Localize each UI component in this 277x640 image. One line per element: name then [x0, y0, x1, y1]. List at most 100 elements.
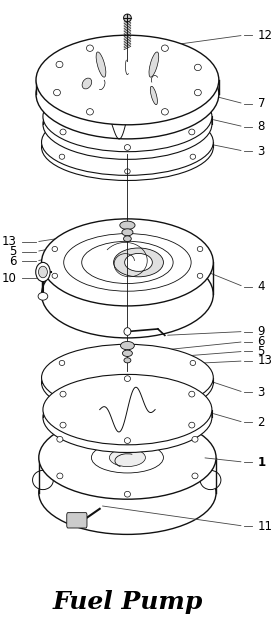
Ellipse shape	[57, 473, 63, 479]
Ellipse shape	[161, 109, 168, 115]
Ellipse shape	[56, 61, 63, 68]
Polygon shape	[39, 458, 216, 493]
Ellipse shape	[42, 109, 213, 175]
Text: 3: 3	[258, 386, 265, 399]
Ellipse shape	[86, 109, 93, 115]
Ellipse shape	[125, 169, 130, 174]
Text: 5: 5	[258, 345, 265, 358]
Ellipse shape	[190, 390, 196, 395]
Ellipse shape	[190, 125, 196, 130]
Ellipse shape	[124, 492, 130, 497]
Text: 13: 13	[258, 355, 273, 367]
Text: 4: 4	[258, 280, 265, 293]
Text: 12: 12	[258, 29, 273, 42]
Ellipse shape	[42, 251, 213, 338]
Polygon shape	[43, 410, 212, 417]
Text: 1: 1	[258, 456, 266, 468]
Ellipse shape	[59, 390, 65, 395]
Ellipse shape	[124, 236, 131, 241]
Ellipse shape	[114, 248, 163, 276]
Ellipse shape	[125, 346, 130, 351]
Ellipse shape	[91, 442, 163, 473]
Ellipse shape	[124, 438, 130, 444]
Ellipse shape	[190, 154, 196, 159]
Ellipse shape	[82, 241, 173, 284]
Ellipse shape	[43, 81, 212, 152]
Ellipse shape	[124, 376, 130, 381]
Ellipse shape	[39, 416, 216, 499]
Ellipse shape	[82, 78, 92, 89]
Ellipse shape	[33, 470, 53, 490]
Ellipse shape	[60, 422, 66, 428]
Text: 8: 8	[258, 120, 265, 133]
Text: 5: 5	[9, 245, 17, 258]
Ellipse shape	[125, 253, 152, 271]
Ellipse shape	[161, 45, 168, 51]
Text: 3: 3	[258, 145, 265, 157]
Ellipse shape	[43, 89, 212, 159]
FancyBboxPatch shape	[67, 513, 87, 528]
Ellipse shape	[39, 266, 47, 278]
Polygon shape	[42, 142, 213, 147]
Ellipse shape	[125, 110, 130, 115]
Polygon shape	[42, 262, 213, 294]
Ellipse shape	[124, 145, 130, 150]
Text: 9: 9	[258, 325, 265, 338]
Ellipse shape	[43, 374, 212, 445]
Ellipse shape	[189, 129, 195, 135]
Ellipse shape	[42, 344, 213, 411]
Ellipse shape	[124, 328, 131, 335]
Ellipse shape	[124, 83, 130, 88]
Ellipse shape	[120, 341, 134, 349]
Ellipse shape	[60, 129, 66, 135]
Ellipse shape	[194, 64, 201, 70]
Ellipse shape	[124, 358, 131, 363]
Ellipse shape	[124, 418, 130, 424]
Polygon shape	[43, 116, 212, 124]
Ellipse shape	[53, 90, 60, 96]
Ellipse shape	[36, 35, 219, 125]
Ellipse shape	[60, 391, 66, 397]
Text: 6: 6	[9, 255, 17, 268]
Ellipse shape	[36, 262, 50, 282]
Ellipse shape	[197, 246, 203, 252]
Ellipse shape	[42, 349, 213, 416]
Ellipse shape	[52, 246, 58, 252]
Ellipse shape	[197, 273, 203, 278]
Ellipse shape	[96, 52, 106, 77]
Ellipse shape	[38, 292, 48, 300]
Ellipse shape	[59, 154, 65, 159]
Polygon shape	[36, 80, 219, 94]
Ellipse shape	[59, 125, 65, 130]
Text: 13: 13	[2, 236, 17, 248]
Ellipse shape	[60, 98, 66, 104]
Text: 11: 11	[258, 520, 273, 532]
Ellipse shape	[39, 451, 216, 534]
Ellipse shape	[42, 114, 213, 180]
Ellipse shape	[57, 436, 63, 442]
Text: 2: 2	[258, 416, 265, 429]
Ellipse shape	[189, 422, 195, 428]
Ellipse shape	[194, 90, 201, 96]
Ellipse shape	[122, 350, 132, 356]
Ellipse shape	[120, 221, 135, 230]
Ellipse shape	[36, 49, 219, 139]
Ellipse shape	[189, 98, 195, 104]
Ellipse shape	[42, 219, 213, 306]
Ellipse shape	[122, 228, 133, 236]
Ellipse shape	[64, 234, 191, 291]
Ellipse shape	[43, 382, 212, 452]
Ellipse shape	[190, 360, 196, 365]
Ellipse shape	[86, 45, 93, 51]
Ellipse shape	[59, 360, 65, 365]
Ellipse shape	[150, 86, 157, 104]
Ellipse shape	[192, 436, 198, 442]
Ellipse shape	[52, 273, 58, 278]
Text: 7: 7	[258, 97, 265, 110]
Text: 6: 6	[258, 335, 265, 348]
Ellipse shape	[189, 391, 195, 397]
Ellipse shape	[124, 14, 131, 22]
Ellipse shape	[109, 449, 145, 467]
Ellipse shape	[149, 52, 159, 77]
Ellipse shape	[125, 404, 130, 410]
